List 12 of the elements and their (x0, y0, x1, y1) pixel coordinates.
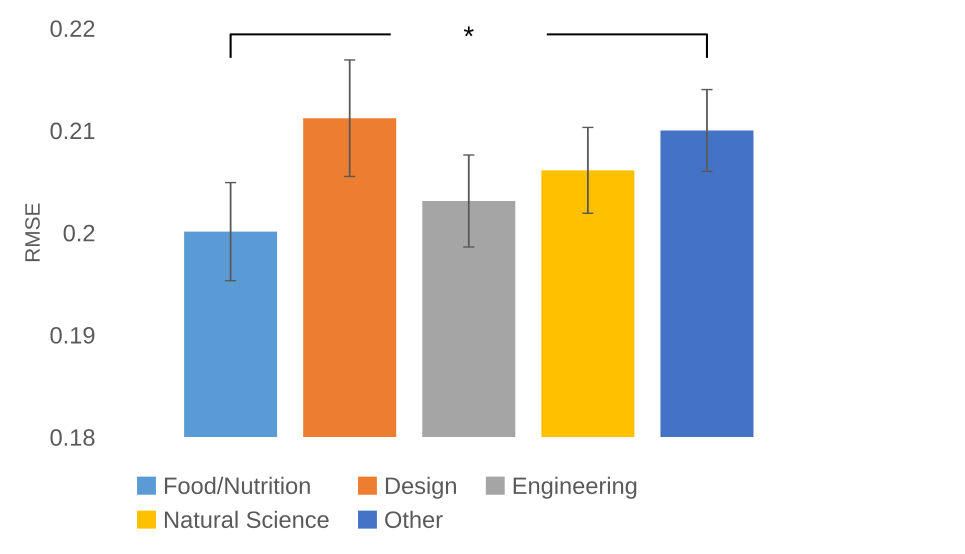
legend-label: Other (385, 510, 443, 528)
y-tick-label: 0.22 (50, 20, 94, 38)
y-tick-label: 0.21 (50, 122, 94, 140)
legend-label: Engineering (514, 476, 636, 499)
y-tick-label: 0.18 (50, 429, 94, 446)
legend-label: Food/Nutrition (164, 476, 310, 494)
annotation: * (464, 26, 474, 36)
legend-label: Natural Science (164, 510, 329, 528)
y-tick-label: 0.19 (50, 326, 94, 344)
legend-label: Design (386, 476, 456, 499)
y-axis-title: RMSE (25, 203, 40, 262)
y-tick-label: 0.2 (64, 224, 94, 242)
